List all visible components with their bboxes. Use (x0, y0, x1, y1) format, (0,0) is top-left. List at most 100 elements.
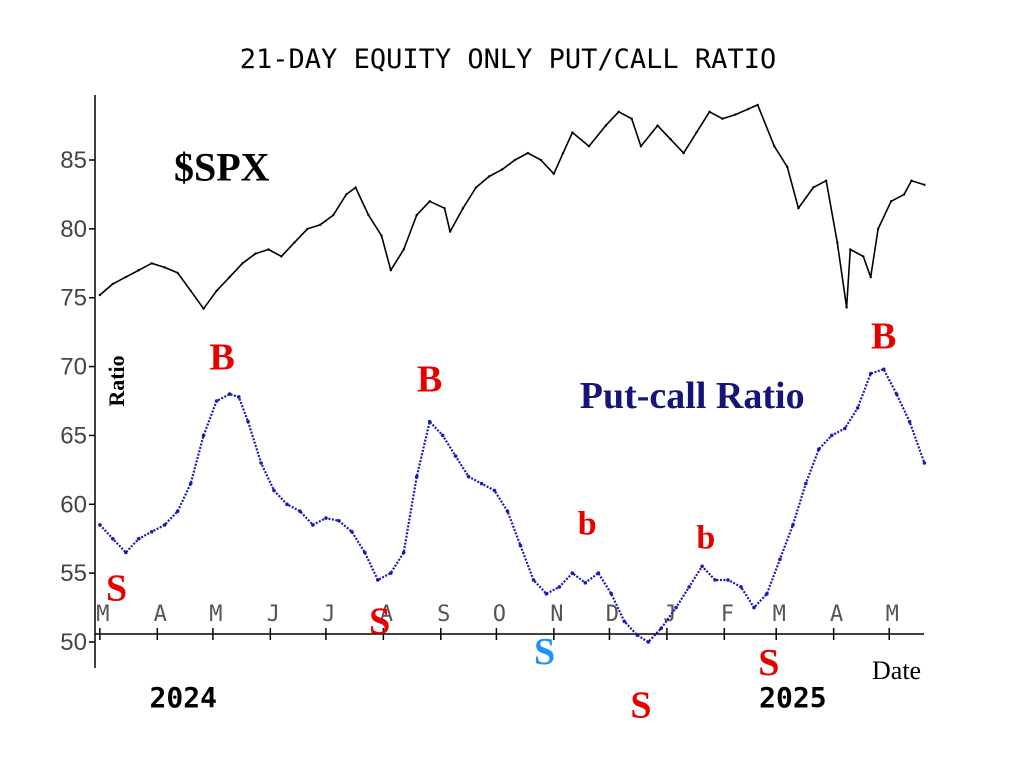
put-call-point (188, 481, 193, 486)
put-call-point (804, 481, 808, 486)
spx-point (876, 227, 880, 231)
put-call-point (363, 550, 367, 555)
put-call-point (596, 571, 601, 575)
spx-point (923, 183, 926, 186)
spx-point (587, 145, 591, 148)
annotation-label: $SPX (174, 145, 270, 190)
spx-point (215, 289, 218, 292)
put-call-point (149, 530, 154, 534)
annotation-label: B (209, 336, 234, 378)
put-call-point (843, 426, 847, 431)
put-call-point (700, 564, 704, 569)
put-call-point (453, 454, 458, 458)
put-call-point (124, 550, 128, 555)
put-call-point (505, 509, 510, 513)
spx-point (267, 248, 270, 251)
put-call-point (922, 461, 927, 465)
spx-point (561, 151, 565, 155)
annotations: $SPX Put-call Ratio B B Bb b S S S S S (106, 145, 896, 727)
x-tick-label: D (606, 602, 619, 627)
spx-point (415, 213, 418, 217)
spx-point (443, 207, 446, 210)
annotation-label: B (871, 316, 896, 358)
x-tick-label: A (154, 602, 167, 627)
annotation-label: S (369, 601, 390, 643)
put-call-point (518, 543, 523, 548)
spx-point (571, 131, 574, 134)
y-tick-label: 80 (60, 216, 87, 243)
x-tick-label: M (209, 602, 222, 627)
spx-point (656, 124, 659, 127)
spx-point (902, 193, 906, 196)
spx-point (487, 175, 491, 178)
spx-point (526, 151, 530, 155)
put-call-point (337, 519, 341, 523)
spx-point (849, 248, 852, 251)
x-tick-label: N (550, 602, 563, 627)
spx-point (708, 110, 711, 114)
year-label: 2025 (759, 681, 826, 714)
spx-point (836, 241, 839, 244)
put-call-point (894, 392, 899, 396)
put-call-point (752, 605, 756, 610)
y-tick-label: 75 (60, 285, 87, 312)
x-tick-label: A (830, 602, 843, 627)
spx-point (812, 186, 815, 189)
put-call-point (401, 550, 406, 555)
put-call-point (376, 578, 380, 582)
put-call-point (907, 419, 912, 424)
x-tick-label: M (773, 602, 786, 627)
spx-point (630, 117, 633, 120)
annotation-label: S (534, 631, 555, 673)
put-call-point (635, 633, 639, 637)
spx-point (474, 186, 478, 189)
spx-point (137, 269, 140, 272)
put-call-point (830, 433, 834, 438)
put-call-point (713, 578, 717, 582)
spx-point (756, 103, 759, 107)
put-call-point (214, 399, 219, 403)
spx-series-line (99, 104, 925, 310)
spx-point (111, 282, 115, 286)
spx-point (604, 124, 607, 127)
x-axis-label: Date (872, 656, 921, 685)
spx-point (254, 252, 257, 255)
x-tick-label: A (380, 602, 393, 627)
spx-point (669, 138, 672, 141)
put-call-point (162, 523, 167, 527)
spx-point (163, 266, 166, 269)
spx-point (332, 213, 335, 217)
spx-point (862, 255, 865, 258)
put-call-point (726, 578, 730, 582)
put-call-point (285, 502, 289, 507)
put-call-point (609, 592, 614, 596)
x-tick-label: O (493, 602, 506, 627)
spx-point (869, 275, 872, 279)
x-tick-label: M (96, 602, 109, 627)
spx-point (461, 207, 465, 210)
spx-point (825, 179, 828, 182)
put-call-point (739, 585, 743, 589)
spx-point (910, 179, 913, 182)
y-tick-label: 50 (60, 629, 87, 656)
spx-point (176, 271, 179, 275)
y-tick-label: 70 (60, 354, 87, 381)
spx-point (639, 145, 643, 148)
spx-point (319, 223, 322, 226)
spx-point (124, 275, 128, 279)
put-call-point (570, 571, 575, 575)
put-call-point (350, 530, 354, 534)
y-axis-label: Ratio (104, 355, 129, 406)
put-call-point (659, 626, 664, 630)
put-call-point (259, 461, 263, 465)
put-call-point (389, 571, 393, 575)
put-call-point (583, 581, 588, 585)
annotation-label: S (106, 568, 127, 610)
put-call-point (855, 406, 860, 410)
put-call-point (868, 371, 873, 376)
put-call-point (111, 536, 115, 541)
spx-point (367, 213, 370, 217)
put-call-point (137, 536, 141, 541)
